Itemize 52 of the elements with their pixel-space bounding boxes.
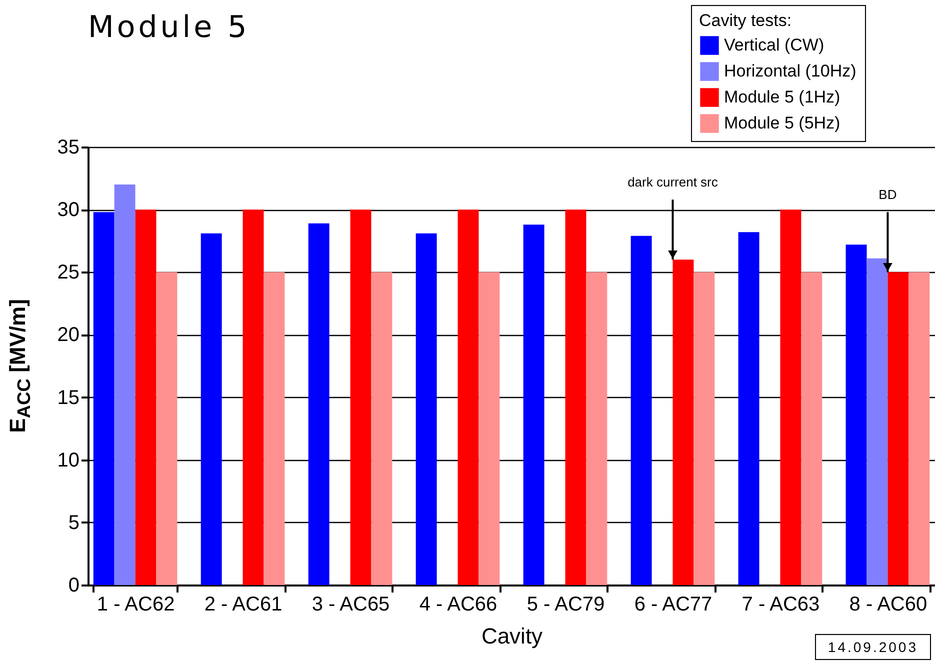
bar — [350, 210, 372, 585]
bar — [908, 272, 930, 585]
y-tick-label: 5 — [68, 512, 80, 534]
y-tick-label: 0 — [68, 574, 80, 596]
bar — [780, 210, 802, 585]
text: 14.09.2003 — [814, 634, 931, 660]
x-tick-label: 4 - AC66 — [419, 594, 498, 616]
x-tick-label: 7 - AC63 — [742, 594, 820, 616]
bar — [672, 260, 694, 585]
bar — [586, 272, 608, 585]
y-tick-label: 20 — [57, 324, 80, 346]
y-tick-label: 25 — [57, 262, 80, 284]
bar — [801, 272, 822, 585]
x-tick-label: 3 - AC65 — [312, 594, 390, 616]
annotation: BD — [878, 187, 897, 202]
x-tick-label: 8 - AC60 — [849, 594, 928, 616]
legend-title: Cavity tests: — [699, 11, 792, 30]
bar — [630, 236, 652, 585]
bar — [416, 233, 437, 585]
chart-title: Module 5 — [88, 10, 250, 45]
x-tick-label: 1 - AC62 — [96, 594, 175, 616]
bar — [156, 272, 178, 585]
bar — [478, 272, 500, 585]
y-tick-label: 30 — [57, 199, 80, 222]
bar — [694, 272, 715, 585]
bar — [114, 184, 136, 585]
bar — [866, 258, 888, 585]
bar — [93, 212, 114, 585]
legend-label: Module 5 (5Hz) — [724, 114, 840, 132]
x-tick-label: 5 - AC79 — [526, 594, 605, 616]
bar — [738, 232, 760, 585]
bar — [200, 233, 222, 585]
bar — [846, 244, 867, 585]
bar — [888, 272, 909, 585]
x-tick-label: 2 - AC61 — [204, 594, 282, 616]
bar — [264, 272, 285, 585]
bar — [242, 210, 264, 585]
x-axis-title: Cavity — [481, 624, 543, 648]
bar — [371, 272, 392, 585]
bar — [135, 210, 156, 585]
bar — [565, 210, 586, 585]
legend-label: Horizontal (10Hz) — [724, 62, 856, 80]
legend-label: Module 5 (1Hz) — [724, 88, 840, 106]
y-tick-label: 35 — [57, 136, 80, 158]
bar — [523, 224, 544, 585]
y-tick-label: 15 — [57, 386, 80, 409]
x-tick-label: 6 - AC77 — [634, 594, 712, 616]
y-tick-label: 10 — [57, 449, 80, 472]
annotation: dark current src — [628, 174, 718, 190]
legend-label: Vertical (CW) — [724, 36, 824, 54]
bar — [458, 210, 479, 585]
bar — [308, 223, 330, 585]
